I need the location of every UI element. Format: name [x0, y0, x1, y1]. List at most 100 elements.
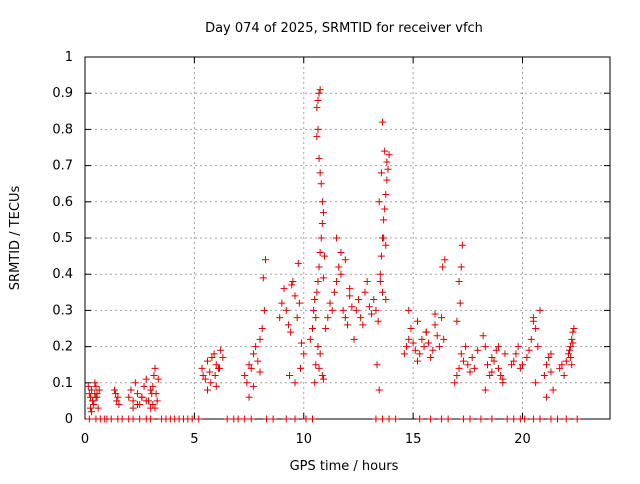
data-point [346, 285, 354, 293]
data-point [344, 321, 351, 329]
data-point [219, 353, 227, 361]
data-point [457, 350, 465, 358]
data-point [438, 314, 446, 322]
data-point [249, 350, 257, 358]
data-point [354, 296, 362, 304]
data-point [381, 147, 389, 155]
data-point [314, 277, 322, 285]
data-point [317, 234, 325, 242]
data-point [316, 169, 324, 177]
data-point [459, 415, 467, 423]
data-point [142, 397, 150, 405]
data-point [545, 353, 553, 361]
data-point [385, 151, 393, 159]
data-point [514, 343, 522, 351]
data-point [479, 332, 487, 340]
data-point [207, 379, 215, 387]
data-point [494, 343, 502, 351]
data-point [88, 386, 96, 394]
data-point [560, 372, 568, 380]
data-point [234, 415, 242, 423]
data-point [195, 415, 203, 423]
data-point [318, 220, 326, 228]
data-point [384, 165, 392, 173]
data-point [263, 415, 271, 423]
data-point [435, 343, 443, 351]
data-point [92, 382, 100, 390]
data-point [147, 415, 155, 423]
data-point [312, 361, 320, 369]
y-tick-label: 0.5 [52, 231, 73, 246]
data-point [90, 401, 98, 409]
data-point [534, 343, 542, 351]
y-tick-label: 0.8 [52, 122, 73, 137]
data-point [241, 415, 249, 423]
data-point [254, 357, 262, 365]
data-point [199, 372, 207, 380]
y-tick-label: 0.7 [52, 159, 73, 174]
data-point [85, 415, 93, 423]
data-point [149, 382, 157, 390]
data-point [414, 317, 421, 325]
data-point [291, 415, 299, 423]
data-point [521, 415, 529, 423]
data-point [501, 350, 509, 358]
data-point [127, 386, 135, 394]
data-point [337, 270, 345, 278]
data-point [422, 328, 430, 336]
data-point [313, 104, 321, 112]
y-tick-label: 0.9 [52, 86, 73, 101]
data-point [282, 415, 290, 423]
data-point [464, 361, 472, 369]
y-tick-label: 0 [65, 412, 73, 427]
data-point [427, 353, 435, 361]
data-point [567, 343, 575, 351]
data-point [93, 390, 101, 398]
data-point [249, 382, 257, 390]
data-point [118, 415, 126, 423]
data-point [114, 393, 122, 401]
data-point [245, 361, 253, 369]
x-tick-label: 0 [81, 432, 89, 447]
data-point [407, 325, 415, 332]
data-point [89, 397, 97, 405]
data-point [375, 386, 383, 394]
data-point [313, 288, 321, 296]
y-axis-label: SRMTID / TECUs [8, 186, 23, 291]
data-point [313, 133, 321, 141]
data-point [315, 89, 323, 97]
data-point [350, 335, 358, 343]
data-point [547, 350, 555, 358]
data-point [302, 415, 310, 423]
data-point [532, 325, 540, 332]
data-point [346, 292, 354, 300]
data-point [151, 364, 159, 372]
x-tick-label: 20 [514, 432, 531, 447]
data-point [365, 303, 373, 311]
data-point [147, 386, 155, 394]
data-point [287, 328, 295, 336]
data-point [368, 310, 376, 318]
data-point [427, 415, 435, 423]
data-point [458, 241, 466, 249]
data-point [150, 372, 158, 380]
data-point [333, 277, 341, 285]
data-point [252, 343, 260, 351]
x-tick-label: 15 [405, 432, 422, 447]
data-point [418, 335, 426, 343]
data-point [441, 256, 449, 264]
data-point [405, 306, 413, 314]
data-point [529, 317, 537, 325]
data-point [383, 158, 391, 166]
data-point [440, 335, 448, 343]
data-point [562, 357, 570, 365]
data-point [134, 390, 141, 398]
data-point [570, 325, 578, 332]
data-point [188, 415, 196, 423]
data-point [456, 299, 464, 307]
data-point [315, 263, 323, 271]
data-point [573, 415, 581, 423]
data-point [488, 415, 496, 423]
data-point [453, 317, 461, 325]
